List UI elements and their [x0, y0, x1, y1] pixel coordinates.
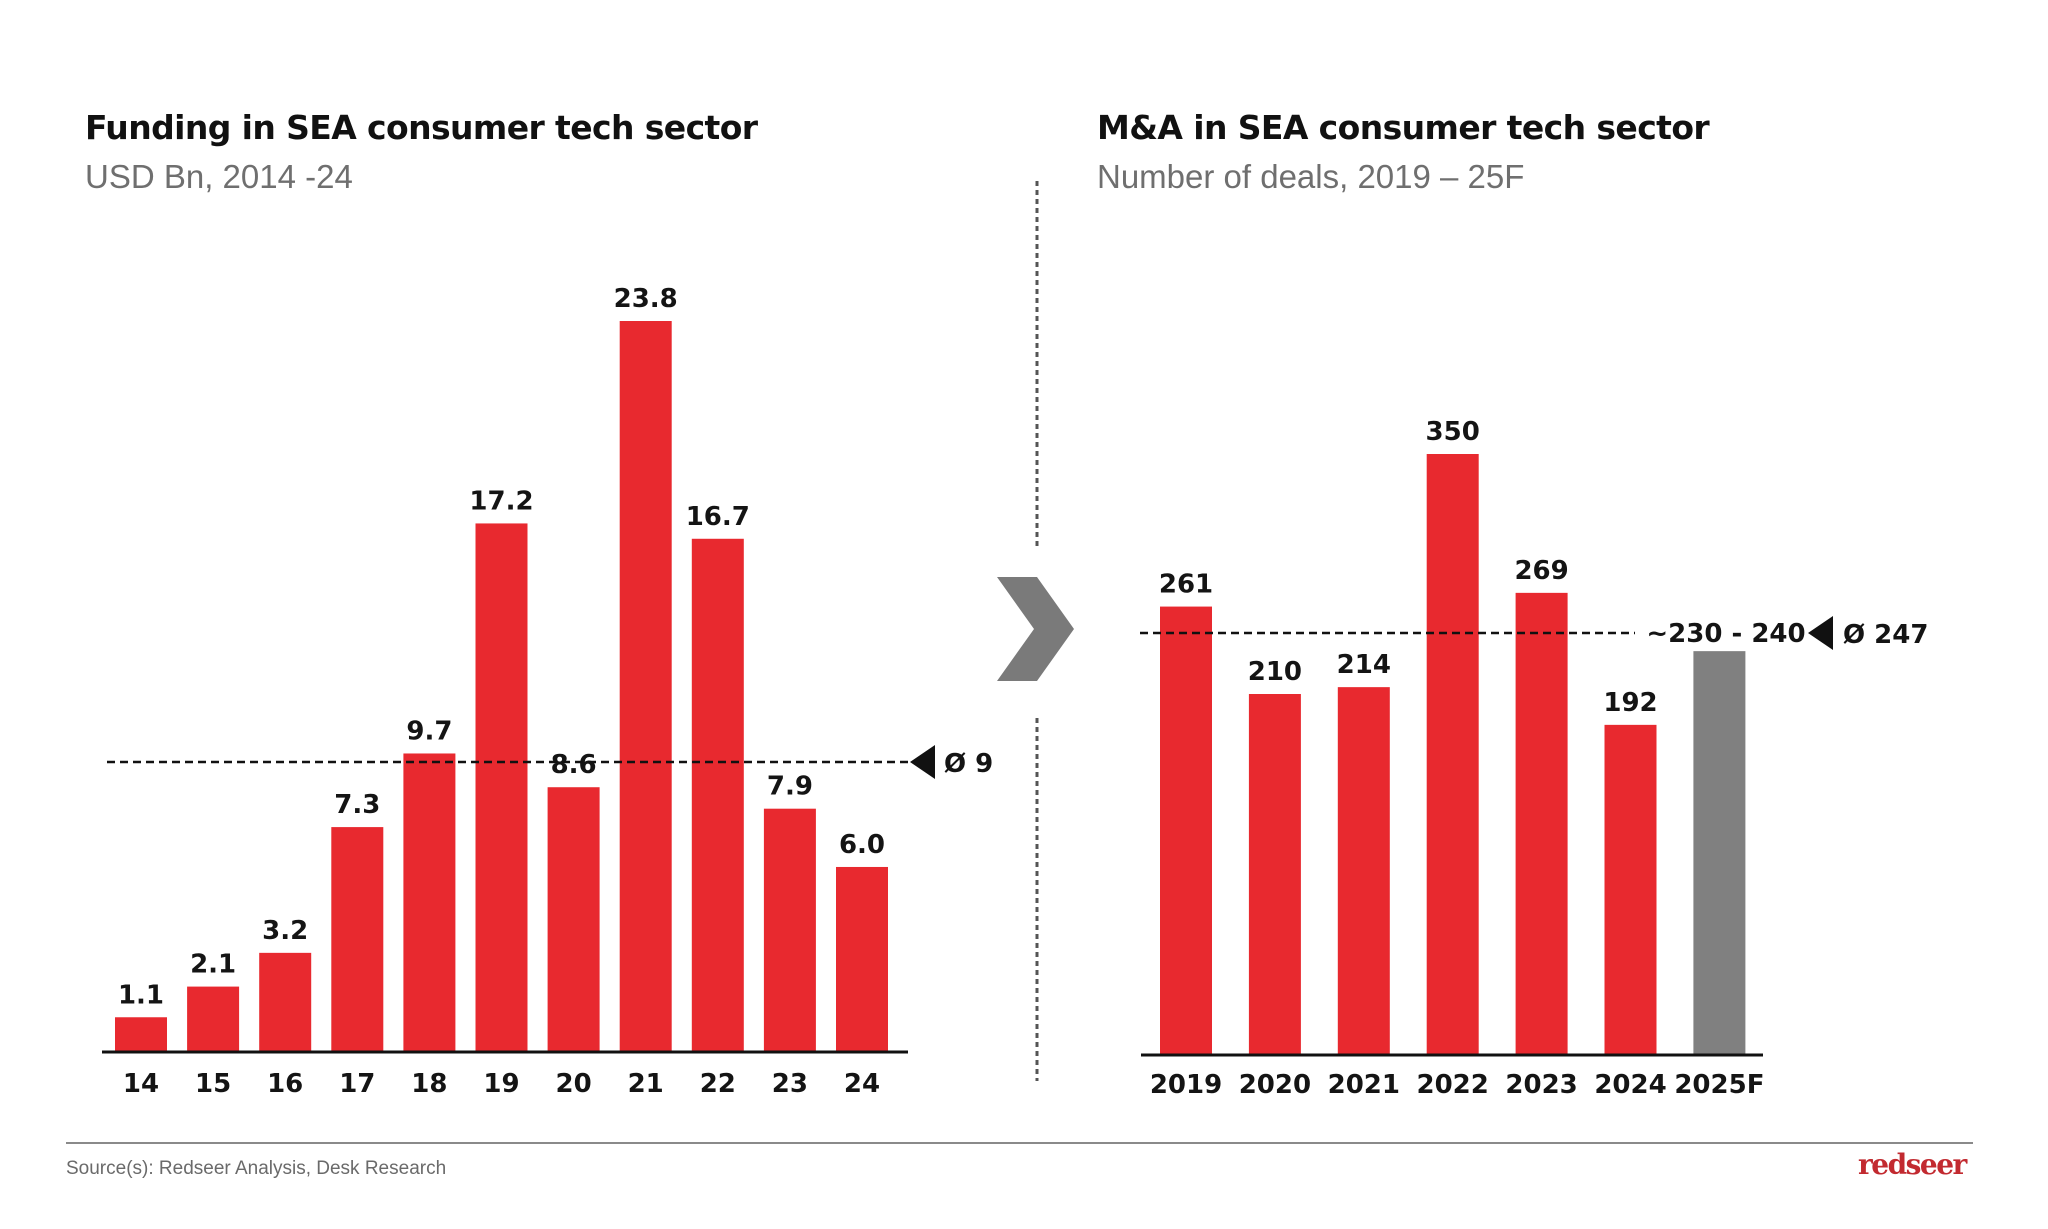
- left-chart-subtitle: USD Bn, 2014 -24: [85, 158, 353, 195]
- bar-value-label: 8.6: [551, 750, 597, 780]
- x-tick-label: 2024: [1594, 1070, 1666, 1100]
- bar-value-label: 17.2: [469, 486, 533, 516]
- x-tick-label: 2022: [1417, 1070, 1489, 1100]
- bar: [331, 827, 384, 1051]
- bar: [1160, 606, 1212, 1054]
- bar-value-label: 1.1: [118, 980, 164, 1010]
- bar: [187, 986, 240, 1051]
- left-bar-chart: 1.1 14 2.1 15 3.2 16 7.3 17 9.7 18 17.2 19 8.6 20 23.8…: [102, 284, 993, 1099]
- bar-value-label: 16.7: [686, 502, 750, 532]
- x-tick-label: 17: [339, 1069, 375, 1099]
- x-tick-label: 2021: [1328, 1070, 1400, 1100]
- bar: [475, 523, 528, 1051]
- bar-value-label: 2.1: [190, 950, 236, 980]
- bar: [1337, 687, 1390, 1054]
- right-bar-chart: 261 2019 210 2020 214 2021 350 2022 269 2023 192 20…: [1140, 417, 1928, 1100]
- bar: [115, 1017, 167, 1051]
- bar-value-label: 23.8: [614, 284, 678, 314]
- bar-value-label: 350: [1426, 417, 1480, 447]
- x-tick-label: 2019: [1150, 1070, 1222, 1100]
- x-tick-label: 24: [844, 1069, 880, 1099]
- bar-value-label: 261: [1159, 570, 1213, 600]
- average-marker-icon: [910, 745, 935, 779]
- bar: [1515, 592, 1568, 1054]
- average-label: Ø 9: [944, 749, 993, 779]
- x-tick-label: 23: [772, 1069, 808, 1099]
- right-chart-title: M&A in SEA consumer tech sector: [1097, 108, 1710, 147]
- x-tick-label: 21: [628, 1069, 664, 1099]
- bar-value-label: 210: [1248, 657, 1302, 687]
- x-tick-label: 19: [483, 1069, 519, 1099]
- bar: [403, 753, 456, 1051]
- bar-value-label: 269: [1514, 556, 1568, 586]
- x-tick-label: 22: [700, 1069, 736, 1099]
- bar-value-label: 9.7: [406, 716, 452, 746]
- forecast-bar: [1693, 651, 1746, 1054]
- x-tick-label: 18: [411, 1069, 447, 1099]
- bar-value-label: 7.9: [767, 772, 813, 802]
- average-label: Ø 247: [1843, 620, 1928, 650]
- bar: [619, 321, 672, 1051]
- x-tick-label: 16: [267, 1069, 303, 1099]
- chevron-right-icon: [997, 577, 1074, 681]
- bar: [836, 866, 888, 1051]
- bar: [691, 538, 744, 1051]
- x-tick-label: 14: [123, 1069, 159, 1099]
- bar: [1604, 724, 1657, 1054]
- bar-value-label: 6.0: [839, 830, 885, 860]
- bar-value-label: 192: [1603, 688, 1657, 718]
- label-backdrop: [762, 771, 817, 802]
- bar: [259, 952, 312, 1051]
- right-chart-subtitle: Number of deals, 2019 – 25F: [1097, 158, 1525, 195]
- x-tick-label: 2020: [1239, 1070, 1311, 1100]
- x-tick-label: 2023: [1505, 1070, 1577, 1100]
- bar-value-label: 7.3: [334, 790, 380, 820]
- average-marker-icon: [1808, 616, 1833, 650]
- bar: [1248, 694, 1301, 1054]
- x-tick-label: 2025F: [1674, 1070, 1764, 1100]
- left-chart-title: Funding in SEA consumer tech sector: [85, 108, 758, 147]
- bar: [763, 808, 816, 1051]
- label-backdrop: [546, 750, 601, 781]
- x-tick-label: 15: [195, 1069, 231, 1099]
- source-note: Source(s): Redseer Analysis, Desk Resear…: [66, 1158, 447, 1179]
- forecast-range-label: ~230 - 240: [1646, 619, 1805, 649]
- x-tick-label: 20: [556, 1069, 592, 1099]
- bar: [547, 787, 600, 1051]
- bar-value-label: 214: [1337, 650, 1391, 680]
- bar-value-label: 3.2: [262, 916, 308, 946]
- bar: [1426, 454, 1479, 1054]
- redseer-logo: redseer: [1858, 1148, 1967, 1181]
